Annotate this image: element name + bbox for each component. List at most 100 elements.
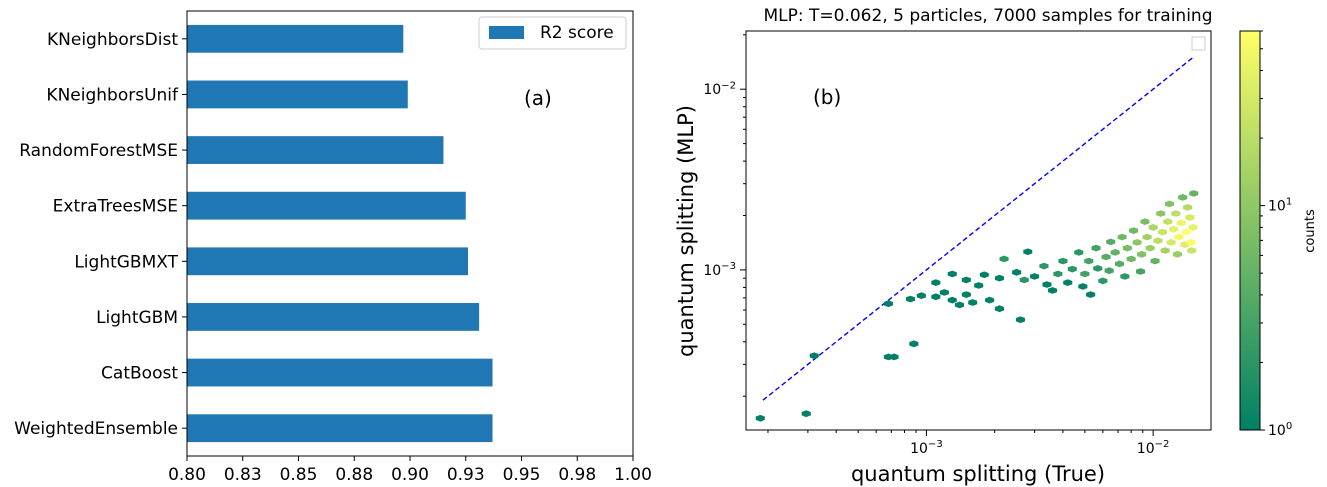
y-tick-label: 10−3 <box>703 261 736 279</box>
hex-cell <box>1160 247 1170 254</box>
hex-cell <box>1187 247 1197 254</box>
legend-label: R2 score <box>540 23 614 43</box>
hex-cell <box>1140 218 1150 225</box>
x-tick-label: 0.80 <box>168 465 206 485</box>
x-tick-label: 10−3 <box>910 439 943 457</box>
hex-cell <box>1142 233 1152 241</box>
x-tick-label: 0.85 <box>280 465 318 485</box>
panel-a-bar-chart: KNeighborsDist KNeighborsUnif RandomForest… <box>14 10 652 485</box>
hex-cell <box>1058 257 1068 265</box>
hex-cell <box>1186 239 1196 246</box>
bar-KNeighborsDist <box>187 24 404 53</box>
hex-cell <box>1188 224 1198 231</box>
hex-cell <box>1106 238 1116 246</box>
hex-cell <box>1169 225 1179 233</box>
hex-cell <box>1122 244 1132 252</box>
hex-cell <box>1171 210 1181 217</box>
hex-cell <box>1150 257 1160 265</box>
x-tick-label: 0.83 <box>224 465 262 485</box>
axes-frame-a <box>186 10 634 457</box>
bar-group <box>187 24 493 443</box>
hex-cell <box>755 414 765 422</box>
y-tick-label: LightGBM <box>96 308 178 328</box>
hex-cell <box>979 271 989 279</box>
hex-cell <box>809 352 819 360</box>
hex-cell <box>1067 265 1077 273</box>
hex-cell <box>1132 239 1142 246</box>
hex-cell <box>1080 270 1090 278</box>
hex-cell <box>1117 233 1127 241</box>
hex-cell <box>1084 257 1094 265</box>
hex-cell <box>1114 260 1124 268</box>
hex-cell <box>1164 200 1174 208</box>
legend-swatch <box>489 26 524 39</box>
hex-cell <box>931 293 941 301</box>
y-axis-ticks: 10−3 10−2 <box>703 34 746 397</box>
hex-cell <box>1183 204 1193 211</box>
y-axis-label: quantum splitting (MLP) <box>674 105 698 357</box>
hex-cell <box>1172 250 1182 258</box>
x-tick-label: 0.90 <box>391 465 429 485</box>
hex-cell <box>889 353 899 361</box>
hex-cell <box>1012 268 1022 276</box>
hex-cell <box>1019 276 1029 284</box>
x-tick-label: 0.88 <box>335 465 373 485</box>
panel-a-annotation: (a) <box>524 86 552 110</box>
x-tick-label: 0.95 <box>503 465 541 485</box>
x-axis-ticks: 0.80 0.83 0.85 0.88 0.90 0.93 0.95 0.98 1.00 <box>168 456 652 485</box>
hex-cell <box>1063 279 1073 286</box>
bar-KNeighborsUnif <box>187 80 408 109</box>
hex-cell <box>883 300 893 308</box>
hex-cell <box>1053 270 1063 278</box>
y-tick-label: KNeighborsUnif <box>46 85 179 105</box>
colorbar-tick-label: 100 <box>1268 421 1292 439</box>
hex-cell <box>1120 273 1130 280</box>
hex-cell <box>1091 244 1101 252</box>
hex-cell <box>1136 268 1146 275</box>
y-tick-label: 10−2 <box>703 80 736 98</box>
y-axis-ticks: KNeighborsDist KNeighborsUnif RandomForest… <box>14 30 187 439</box>
hex-cell <box>1093 265 1103 272</box>
hex-cell <box>1039 262 1049 270</box>
y-tick-label: LightGBMXT <box>74 252 178 272</box>
hex-cell <box>1030 273 1040 280</box>
x-axis-label: quantum splitting (True) <box>851 462 1105 486</box>
hex-cell <box>801 410 811 418</box>
hex-cell <box>1153 237 1163 245</box>
hex-cell <box>1145 244 1155 252</box>
colorbar-ticks: 100 101 <box>1260 30 1292 439</box>
hex-cell <box>1181 228 1191 236</box>
x-tick-label: 1.00 <box>614 465 652 485</box>
hex-cell <box>1166 239 1176 246</box>
hex-cell <box>916 292 926 299</box>
colorbar-gradient <box>1239 30 1261 431</box>
panel-b-annotation: (b) <box>813 85 841 109</box>
hex-cell <box>1048 287 1058 294</box>
hex-cell <box>1110 249 1120 256</box>
hex-cell <box>939 289 949 296</box>
hex-cell <box>1174 233 1184 241</box>
hex-cell <box>955 301 965 309</box>
y-tick-label: RandomForestMSE <box>19 141 178 161</box>
y-tick-label: KNeighborsDist <box>47 30 178 50</box>
hex-cell <box>999 255 1009 263</box>
hex-cell <box>909 340 919 348</box>
hex-cell <box>1163 218 1173 225</box>
colorbar-tick-label: 101 <box>1268 197 1292 215</box>
hex-cell <box>961 276 971 284</box>
hex-cell <box>947 296 957 304</box>
hex-cell <box>994 274 1004 282</box>
hex-cell <box>1098 277 1108 285</box>
hex-cell <box>1126 255 1136 263</box>
hex-cell <box>1156 210 1166 217</box>
hex-cell <box>1137 250 1147 258</box>
legend-frame <box>478 16 627 50</box>
x-tick-label: 0.98 <box>558 465 596 485</box>
hexbin-cells <box>755 190 1199 422</box>
hex-cell <box>1148 224 1158 231</box>
bar-CatBoost <box>187 358 493 387</box>
x-tick-label: 0.93 <box>447 465 485 485</box>
hex-cell <box>1078 283 1088 290</box>
hex-cell <box>994 305 1004 313</box>
